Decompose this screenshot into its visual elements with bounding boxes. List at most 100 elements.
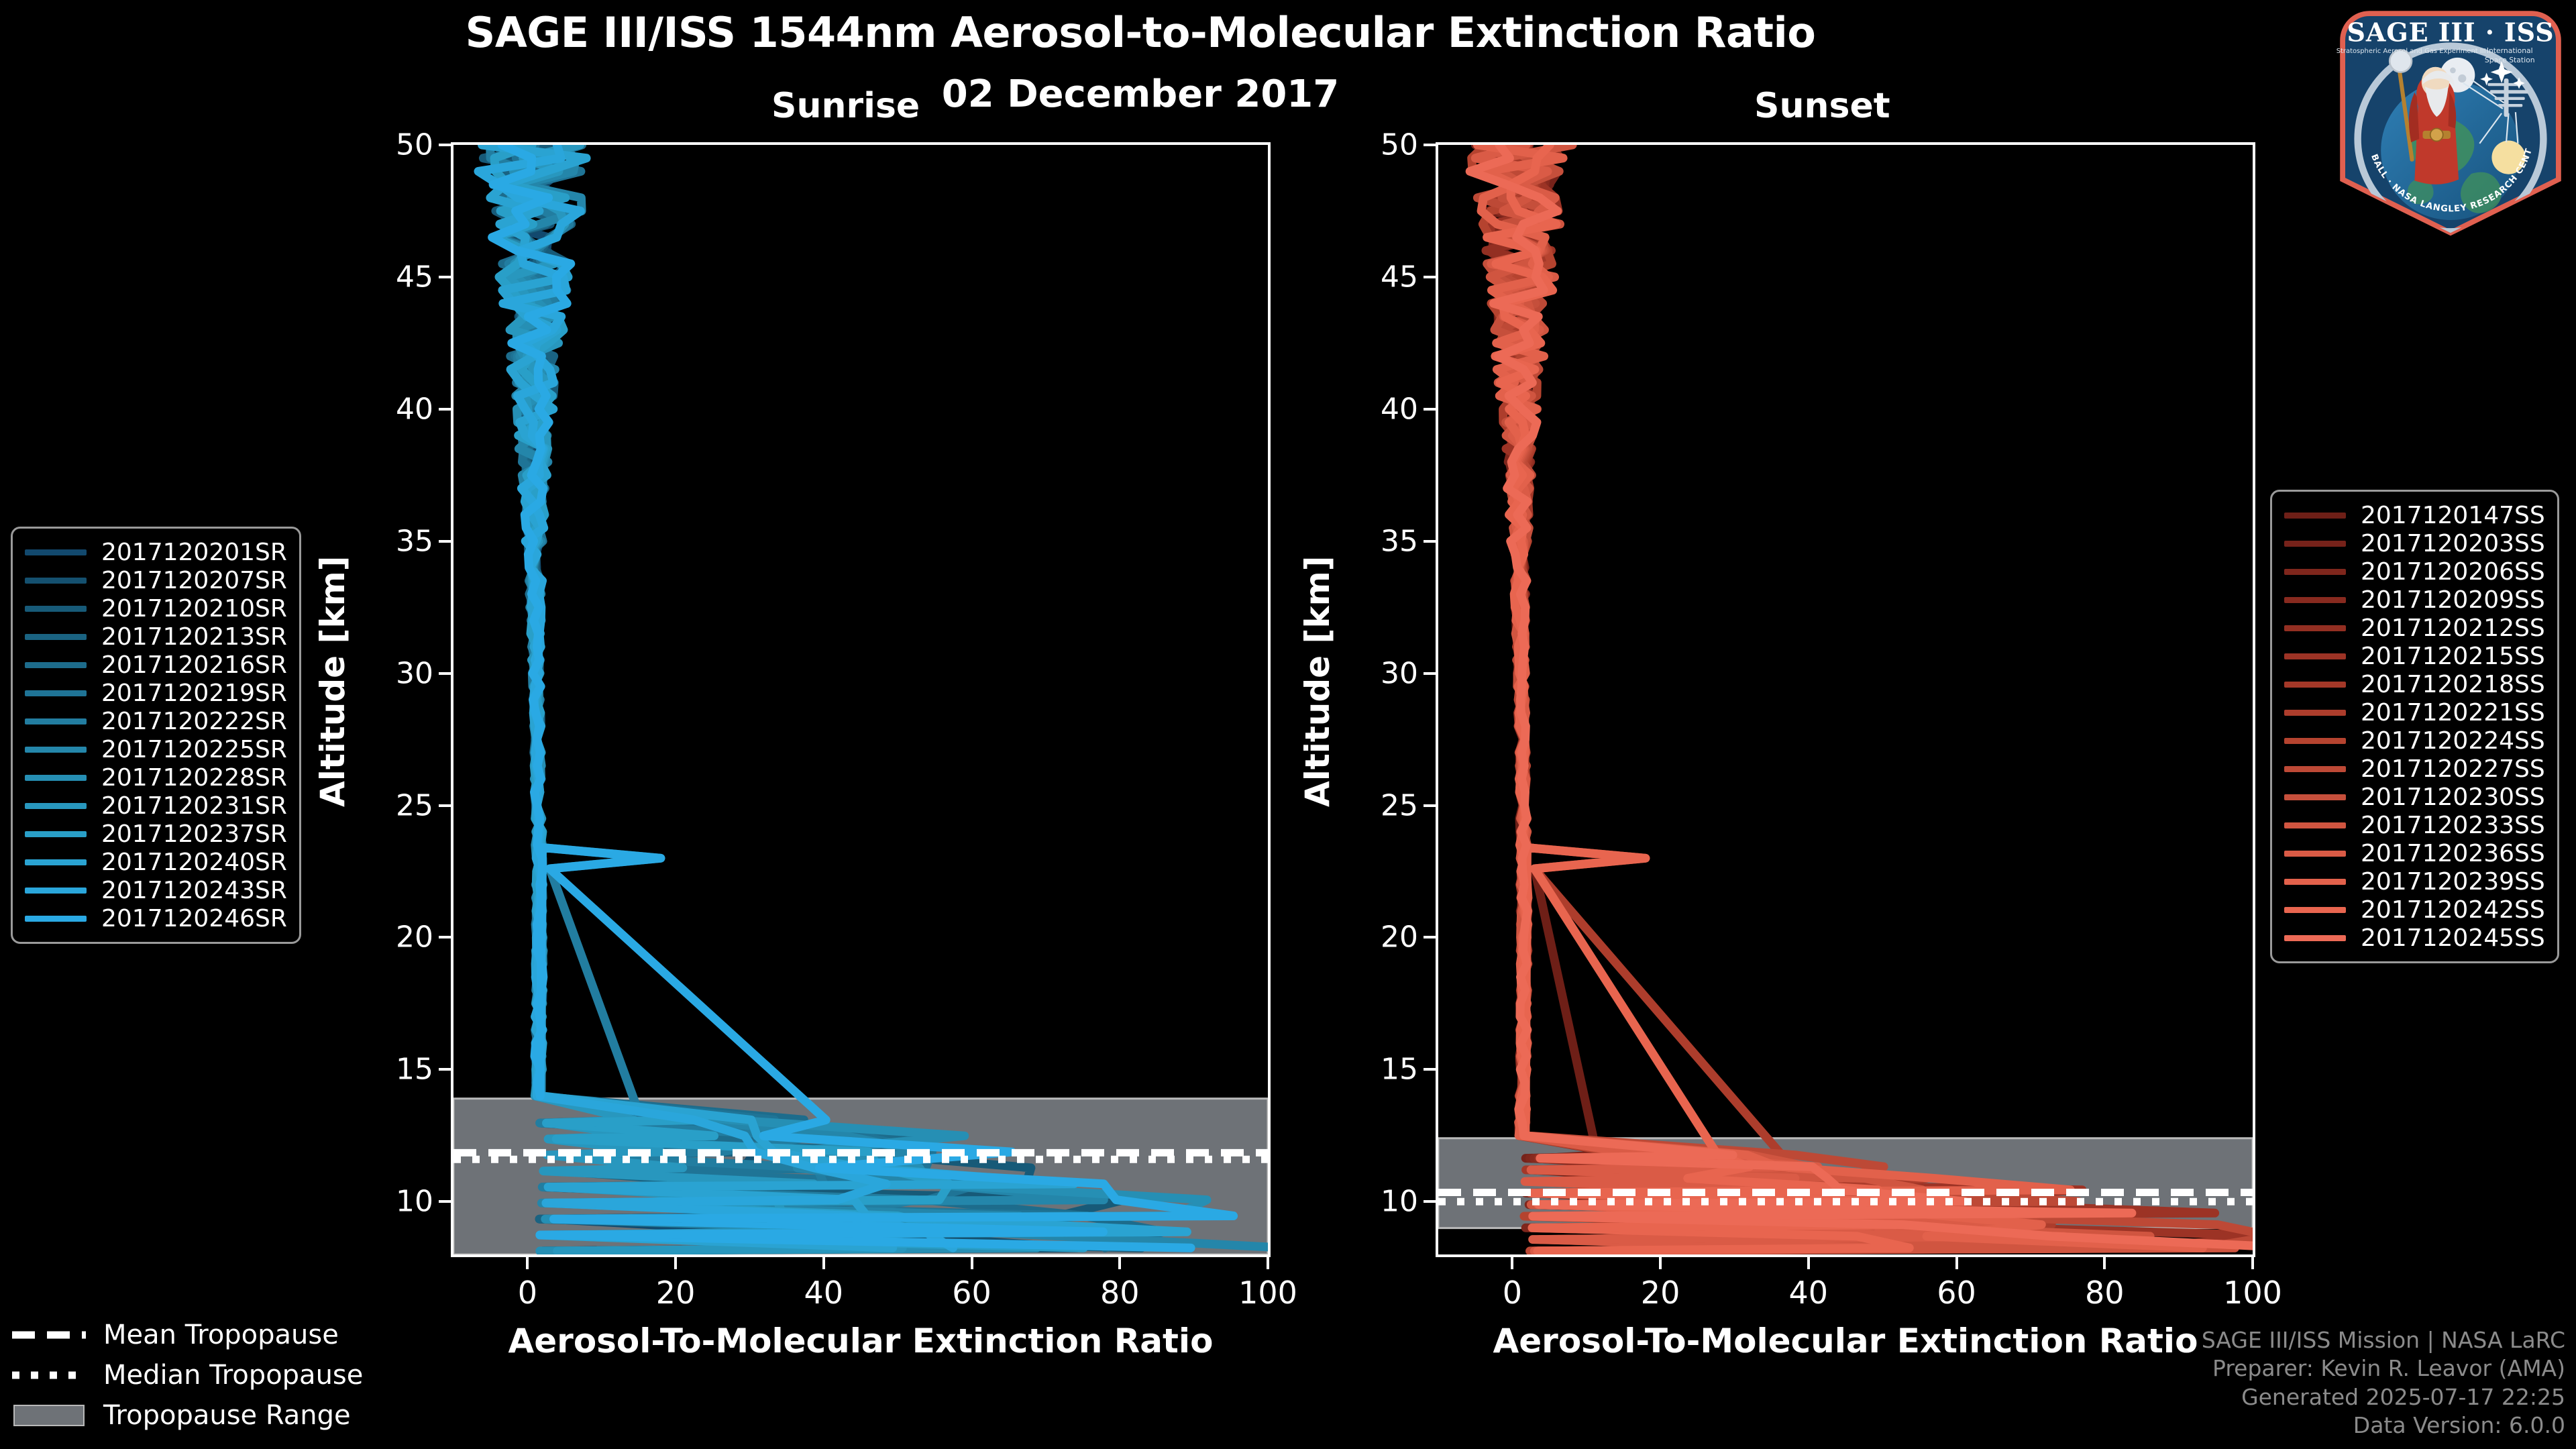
legend-item[interactable]: 2017120236SS	[2284, 839, 2545, 867]
legend-color-swatch	[2284, 794, 2346, 800]
legend-item[interactable]: 2017120242SS	[2284, 896, 2545, 924]
legend-item[interactable]: 2017120206SS	[2284, 557, 2545, 586]
legend-item[interactable]: 2017120243SR	[25, 876, 287, 904]
legend-item[interactable]: 2017120228SR	[25, 763, 287, 792]
x-axis-tick-mark	[2251, 1257, 2254, 1269]
tropopause-legend-label: Tropopause Range	[103, 1400, 351, 1431]
svg-text:Space Station: Space Station	[2485, 56, 2535, 64]
sunrise-profile-curves	[453, 145, 1268, 1254]
legend-item[interactable]: 2017120227SS	[2284, 755, 2545, 783]
legend-item[interactable]: 2017120231SR	[25, 792, 287, 820]
legend-item-label: 2017120233SS	[2361, 811, 2545, 839]
tropopause-legend-item: Mean Tropopause	[12, 1315, 363, 1355]
legend-item[interactable]: 2017120237SR	[25, 820, 287, 848]
legend-item-label: 2017120225SR	[101, 735, 287, 763]
legend-color-swatch	[25, 718, 87, 724]
profile-curve	[491, 145, 1268, 1252]
legend-color-swatch	[25, 605, 87, 612]
legend-item[interactable]: 2017120216SR	[25, 651, 287, 679]
profile-curve	[1484, 145, 1881, 1252]
profile-curve	[1483, 145, 1914, 1254]
tropopause-legend-item: Median Tropopause	[12, 1355, 363, 1395]
legend-item[interactable]: 2017120209SS	[2284, 586, 2545, 614]
credits-line: Preparer: Kevin R. Leavor (AMA)	[2212, 1355, 2565, 1382]
legend-item[interactable]: 2017120233SS	[2284, 811, 2545, 839]
credits-line: SAGE III/ISS Mission | NASA LaRC	[2201, 1327, 2565, 1354]
credits-line: Generated 2025-07-17 22:25	[2241, 1383, 2565, 1410]
legend-item[interactable]: 2017120224SS	[2284, 727, 2545, 755]
legend-item[interactable]: 2017120230SS	[2284, 783, 2545, 811]
filled-band-icon	[13, 1405, 85, 1426]
profile-curve	[1470, 145, 2023, 1252]
legend-item-label: 2017120239SS	[2361, 867, 2545, 896]
legend-item[interactable]: 2017120213SR	[25, 623, 287, 651]
legend-item[interactable]: 2017120218SS	[2284, 670, 2545, 698]
y-axis-tick-mark	[1424, 804, 1436, 807]
y-axis-label: Altitude [km]	[1298, 555, 1337, 807]
legend-item-label: 2017120213SR	[101, 623, 287, 651]
legend-item-label: 2017120221SS	[2361, 698, 2545, 727]
profile-curve	[1486, 145, 2253, 1254]
profile-curve	[1472, 145, 2207, 1252]
credits-line: Data Version: 6.0.0	[2353, 1411, 2565, 1438]
legend-item[interactable]: 2017120207SR	[25, 566, 287, 594]
legend-item-label: 2017120236SS	[2361, 839, 2545, 867]
legend-color-swatch	[2284, 934, 2346, 941]
x-axis-tick-mark	[1955, 1257, 1958, 1269]
legend-item[interactable]: 2017120246SR	[25, 904, 287, 932]
y-axis-tick-label: 20	[396, 920, 433, 955]
legend-item[interactable]: 2017120210SR	[25, 594, 287, 623]
y-axis-tick-label: 30	[396, 656, 433, 691]
profile-curve	[1484, 145, 2239, 1254]
sunrise-legend[interactable]: 2017120201SR 2017120207SR 2017120210SR 2017…	[11, 527, 301, 944]
legend-item[interactable]: 2017120219SR	[25, 679, 287, 707]
x-axis-tick-label: 80	[2084, 1275, 2125, 1311]
y-axis-tick-label: 15	[396, 1052, 433, 1087]
legend-item-label: 2017120218SS	[2361, 670, 2545, 698]
legend-item[interactable]: 2017120221SS	[2284, 698, 2545, 727]
profile-curve	[494, 145, 963, 1254]
x-axis-tick-label: 20	[1640, 1275, 1680, 1311]
x-axis-tick-mark	[526, 1257, 529, 1269]
legend-color-swatch	[2284, 596, 2346, 603]
legend-item-label: 2017120227SS	[2361, 755, 2545, 783]
legend-item-label: 2017120210SR	[101, 594, 287, 623]
date-subtitle: 02 December 2017	[941, 72, 1340, 116]
legend-item-label: 2017120242SS	[2361, 896, 2545, 924]
svg-text:Stratospheric Aerosol and Gas: Stratospheric Aerosol and Gas Experiment…	[2337, 48, 2486, 55]
legend-item[interactable]: 2017120212SS	[2284, 614, 2545, 642]
legend-item-label: 2017120231SR	[101, 792, 287, 820]
dotted-line-icon	[12, 1371, 86, 1379]
legend-color-swatch	[25, 633, 87, 640]
legend-item-label: 2017120203SS	[2361, 529, 2545, 557]
y-axis-tick-label: 40	[1381, 392, 1418, 427]
legend-item[interactable]: 2017120147SS	[2284, 501, 2545, 529]
legend-item[interactable]: 2017120225SR	[25, 735, 287, 763]
tropopause-legend-item: Tropopause Range	[12, 1395, 363, 1436]
y-axis-tick-mark	[439, 275, 451, 278]
y-axis-tick-label: 15	[1381, 1052, 1418, 1087]
legend-item[interactable]: 2017120222SR	[25, 707, 287, 735]
legend-item-label: 2017120222SR	[101, 707, 287, 735]
credits-block: SAGE III/ISS Mission | NASA LaRC Preparer…	[2202, 1326, 2565, 1440]
legend-item[interactable]: 2017120239SS	[2284, 867, 2545, 896]
tropopause-legend-label: Median Tropopause	[103, 1360, 364, 1391]
legend-item[interactable]: 2017120240SR	[25, 848, 287, 876]
sage-iii-iss-logo-icon: SAGE III · ISS Stratospheric Aerosol and…	[2331, 0, 2567, 237]
legend-item[interactable]: 2017120201SR	[25, 538, 287, 566]
legend-item-label: 2017120230SS	[2361, 783, 2545, 811]
legend-item[interactable]: 2017120245SS	[2284, 924, 2545, 952]
svg-text:SAGE III · ISS: SAGE III · ISS	[2347, 17, 2555, 48]
legend-color-swatch	[2284, 653, 2346, 659]
y-axis-tick-mark	[1424, 407, 1436, 411]
legend-color-swatch	[2284, 850, 2346, 857]
legend-item-label: 2017120212SS	[2361, 614, 2545, 642]
y-axis-tick-label: 25	[1381, 788, 1418, 823]
sunset-legend[interactable]: 2017120147SS 2017120203SS 2017120206SS 2017…	[2270, 490, 2559, 963]
legend-item[interactable]: 2017120203SS	[2284, 529, 2545, 557]
y-axis-tick-mark	[439, 936, 451, 939]
x-axis-tick-mark	[970, 1257, 973, 1269]
legend-color-swatch	[2284, 765, 2346, 772]
legend-item[interactable]: 2017120215SS	[2284, 642, 2545, 670]
legend-color-swatch	[25, 915, 87, 922]
